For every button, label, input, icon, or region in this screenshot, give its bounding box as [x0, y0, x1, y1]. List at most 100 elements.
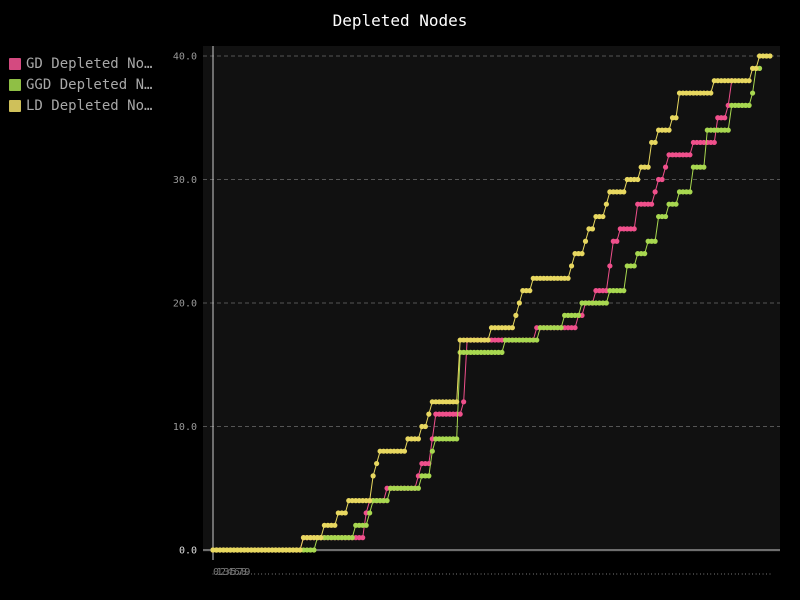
data-point — [600, 213, 606, 220]
data-point — [701, 164, 707, 170]
y-tick-label: 30.0 — [173, 175, 197, 186]
legend-item-gd[interactable]: GD Depleted No… — [9, 53, 152, 74]
legend-label-ld: LD Depleted No… — [26, 97, 153, 114]
x-tick-label: 4 — [227, 567, 233, 578]
legend-swatch-ld — [9, 99, 21, 112]
data-point — [363, 522, 369, 528]
data-point — [673, 115, 679, 121]
grid-lines — [203, 55, 780, 427]
data-point — [429, 448, 435, 454]
data-point — [572, 325, 578, 331]
data-point — [367, 498, 373, 504]
data-point — [367, 510, 373, 516]
data-point — [687, 189, 693, 195]
data-point — [370, 473, 376, 479]
data-point — [426, 411, 432, 417]
chart-title: Depleted Nodes — [333, 11, 468, 30]
data-point — [711, 139, 717, 146]
data-point — [311, 547, 317, 553]
data-point — [589, 226, 596, 232]
data-point — [534, 337, 540, 343]
data-point — [401, 448, 408, 454]
data-point — [360, 535, 366, 541]
x-tick-label: 5 — [230, 567, 236, 578]
data-point — [454, 436, 460, 442]
data-point — [767, 53, 773, 59]
legend-item-ggd[interactable]: GGD Depleted N… — [9, 74, 152, 95]
y-tick-label: 20.0 — [173, 299, 197, 310]
data-point — [575, 312, 582, 318]
data-point — [749, 90, 756, 96]
data-point — [297, 547, 303, 553]
series-group — [210, 53, 773, 553]
data-point — [342, 510, 348, 516]
data-point — [635, 176, 641, 183]
x-tick-label: 7 — [237, 567, 243, 578]
y-tick-label: 0.0 — [179, 546, 197, 557]
data-point — [631, 263, 637, 269]
data-point — [509, 325, 515, 331]
data-point — [753, 65, 759, 71]
data-point — [579, 251, 585, 257]
x-tick-label: 9 — [244, 567, 250, 578]
axes — [203, 46, 780, 575]
data-point — [318, 535, 324, 541]
data-point — [746, 102, 752, 108]
x-tick-label: 3 — [223, 567, 229, 578]
data-point — [652, 139, 658, 146]
data-point — [662, 213, 669, 220]
data-point — [457, 411, 463, 417]
data-point — [513, 312, 519, 318]
data-point — [645, 164, 651, 170]
data-point — [746, 78, 752, 84]
data-point — [621, 288, 627, 294]
data-point — [708, 90, 714, 96]
legend-label-ggd: GGD Depleted N… — [26, 76, 153, 93]
data-point — [454, 399, 460, 405]
legend-swatch-ggd — [9, 78, 21, 91]
data-point — [666, 127, 672, 133]
y-tick-label: 10.0 — [173, 422, 197, 433]
data-point — [649, 201, 655, 207]
data-point — [725, 127, 731, 133]
data-point — [603, 201, 609, 207]
data-point — [642, 251, 648, 257]
data-point — [374, 460, 380, 467]
data-point — [614, 238, 620, 244]
data-point — [568, 263, 575, 269]
data-point — [621, 189, 627, 195]
legend-swatch-gd — [9, 57, 21, 70]
data-point — [607, 263, 613, 269]
data-point — [332, 522, 338, 528]
data-point — [662, 164, 669, 170]
data-point — [652, 189, 658, 195]
y-tick-label: 40.0 — [173, 52, 197, 63]
data-point — [415, 485, 421, 491]
x-tick-label: 2 — [220, 567, 226, 578]
plot-area — [203, 46, 780, 552]
legend-item-ld[interactable]: LD Depleted No… — [9, 95, 152, 116]
data-point — [582, 238, 589, 244]
x-tick-label: 8 — [241, 567, 247, 578]
x-tick-label: 1 — [216, 567, 222, 578]
legend: GD Depleted No… GGD Depleted N… LD Deple… — [9, 53, 152, 116]
x-tick-label: 6 — [234, 567, 240, 578]
y-tick-labels: 0.0 10.0 20.0 30.0 40.0 — [173, 52, 197, 557]
data-point — [652, 238, 658, 244]
data-point — [461, 399, 467, 405]
data-point — [565, 275, 571, 281]
legend-label-gd: GD Depleted No… — [26, 55, 153, 72]
data-point — [603, 300, 609, 306]
series-2 — [210, 53, 773, 553]
data-point — [422, 423, 428, 430]
data-point — [673, 201, 679, 207]
data-point — [659, 176, 665, 183]
data-point — [527, 288, 533, 294]
data-point — [558, 325, 564, 331]
data-point — [631, 226, 637, 232]
data-point — [485, 337, 491, 343]
data-point — [384, 498, 390, 504]
data-point — [687, 152, 693, 158]
